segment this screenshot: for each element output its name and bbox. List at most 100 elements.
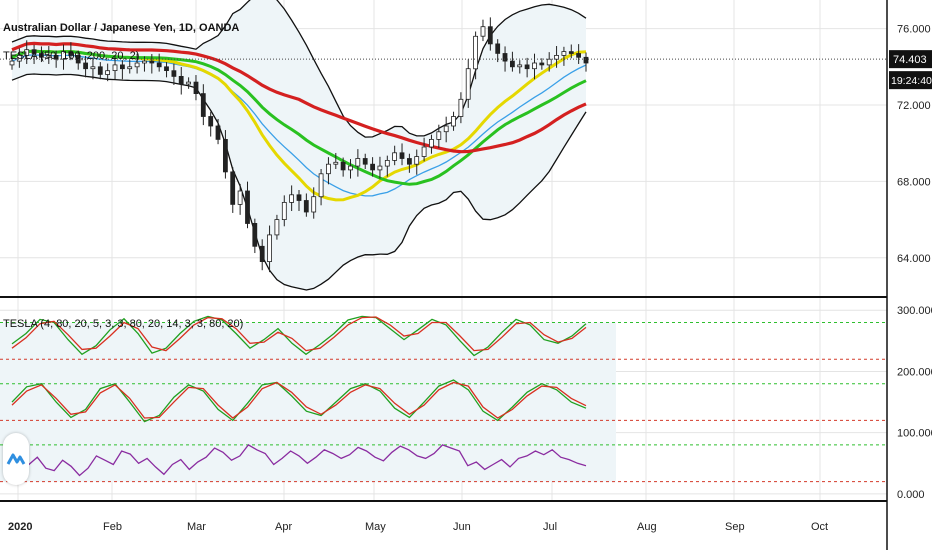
- rsi-line: [11, 444, 587, 477]
- candle: [200, 93, 206, 117]
- x-tick-label: 2020: [8, 521, 32, 533]
- candle: [215, 125, 221, 140]
- candle: [487, 26, 493, 45]
- chart-title: Australian Dollar / Japanese Yen, 1D, OA…: [3, 22, 240, 34]
- candle: [259, 245, 265, 263]
- candle: [90, 66, 96, 70]
- candle: [384, 159, 390, 167]
- oscillator-indicator-label: TESLA (4, 80, 20, 5, 3, 3, 80, 20, 14, 3…: [3, 318, 244, 330]
- candle: [436, 131, 442, 140]
- candle: [237, 190, 243, 205]
- candle: [31, 49, 37, 54]
- candle: [333, 161, 339, 165]
- candle: [245, 190, 250, 224]
- candle: [406, 158, 412, 165]
- candle: [120, 64, 125, 70]
- candle: [296, 194, 302, 201]
- candle: [458, 98, 464, 117]
- x-tick-label: Feb: [103, 521, 122, 533]
- countdown-label: 19:24:40: [891, 75, 932, 87]
- candle: [134, 62, 140, 68]
- candle: [156, 62, 162, 68]
- candle: [171, 70, 177, 77]
- candle: [355, 158, 361, 167]
- candle: [539, 62, 545, 66]
- candle: [222, 138, 228, 173]
- price-tick-label: 76.000: [897, 24, 931, 36]
- price-tick-label: 64.000: [897, 253, 931, 265]
- candle: [370, 163, 376, 171]
- candle: [16, 55, 22, 62]
- candle: [252, 222, 258, 247]
- candle: [208, 116, 214, 127]
- x-tick-label: Oct: [811, 521, 828, 533]
- candle: [289, 194, 295, 203]
- oscillator-tick-label: 300.000: [897, 305, 932, 317]
- last-price-label: 74.403: [893, 54, 927, 66]
- candle: [325, 163, 331, 175]
- candle: [480, 26, 486, 37]
- price-tick-label: 68.000: [897, 176, 931, 188]
- oscillator-tick-label: 200.000: [897, 366, 932, 378]
- stoch-fast-k-line: [11, 379, 587, 423]
- candle: [53, 55, 59, 60]
- candle: [502, 53, 508, 62]
- candle: [524, 64, 530, 70]
- candle: [473, 35, 479, 70]
- candle: [68, 51, 74, 56]
- oscillator-tick-label: 0.000: [897, 489, 925, 501]
- x-tick-label: Mar: [187, 521, 206, 533]
- oscillator-tick-label: 100.000: [897, 428, 932, 440]
- candle: [451, 116, 456, 127]
- price-tick-label: 72.000: [897, 100, 931, 112]
- bollinger-basis-line: [11, 54, 587, 197]
- candle: [311, 196, 317, 213]
- candle: [583, 56, 589, 64]
- candle: [443, 125, 449, 133]
- candle: [127, 66, 133, 70]
- oscillator-band-fill: [0, 322, 616, 482]
- candle: [281, 201, 287, 220]
- candle: [83, 62, 88, 70]
- x-tick-label: Apr: [275, 521, 292, 533]
- candle: [39, 53, 44, 58]
- candle: [421, 146, 427, 157]
- last-price-badge: [889, 50, 932, 69]
- candle: [303, 200, 309, 213]
- stoch-slow-d-line: [11, 316, 587, 352]
- candle: [193, 81, 199, 94]
- x-tick-label: Sep: [725, 521, 745, 533]
- candle: [340, 161, 346, 171]
- candle: [164, 66, 169, 72]
- candle: [112, 64, 118, 72]
- candle: [178, 76, 184, 85]
- candle: [377, 165, 383, 171]
- candle: [392, 152, 398, 161]
- candle: [141, 60, 147, 64]
- candle: [9, 60, 15, 66]
- x-tick-label: May: [365, 521, 386, 533]
- candle: [318, 173, 324, 198]
- candle: [24, 49, 30, 56]
- bollinger-band-fill: [12, 0, 586, 290]
- candle: [414, 156, 420, 165]
- candle: [267, 234, 272, 262]
- tradingview-logo-icon[interactable]: [3, 433, 29, 485]
- candle: [561, 51, 567, 56]
- candle: [186, 81, 192, 85]
- sma-200-line: [11, 41, 587, 154]
- candle: [465, 68, 471, 100]
- candle: [105, 70, 110, 75]
- x-tick-label: Jun: [453, 521, 471, 533]
- stoch-fast-d-line: [11, 381, 587, 419]
- candle: [517, 64, 523, 68]
- candle: [230, 171, 236, 205]
- sma-100-line: [11, 49, 587, 186]
- candle: [495, 43, 501, 54]
- candle: [348, 165, 353, 171]
- candle: [576, 53, 581, 58]
- x-tick-label: Jul: [543, 521, 557, 533]
- candle: [97, 66, 103, 75]
- stoch-slow-k-line: [11, 315, 587, 357]
